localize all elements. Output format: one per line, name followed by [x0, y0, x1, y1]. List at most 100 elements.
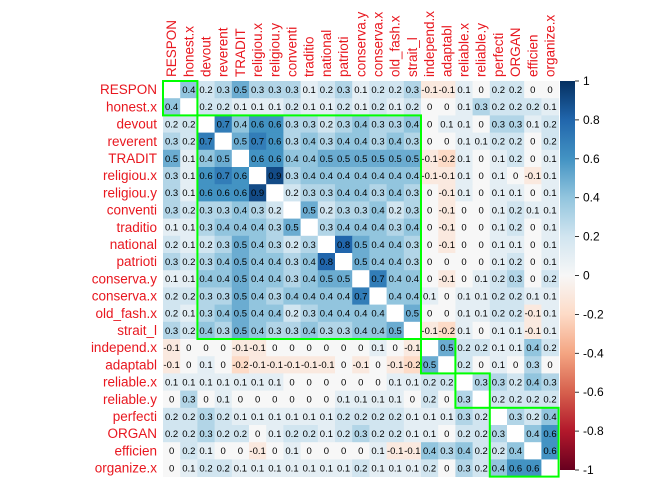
- row-label: religiou.y: [103, 185, 157, 200]
- cell-value: 0.3: [217, 85, 230, 96]
- heatmap-cell: [180, 407, 198, 426]
- cell-value: 0.3: [285, 326, 298, 337]
- heatmap-cell: [249, 287, 267, 305]
- heatmap-cell: [489, 218, 508, 237]
- cell-value: 0.2: [285, 188, 298, 199]
- cell-value: 0: [513, 360, 518, 371]
- cell-value: 0.8: [320, 257, 333, 268]
- cell-value: 0.2: [475, 446, 488, 457]
- cell-value: 0.1: [423, 412, 436, 423]
- cell-value: 0.1: [543, 188, 556, 199]
- heatmap-cell: [455, 356, 473, 374]
- heatmap-cell: [386, 287, 405, 305]
- heatmap-cell: [472, 304, 491, 323]
- column-labels: RESPON honest.x devout reverent TRADIT religi…: [164, 11, 557, 77]
- heatmap-cell: [317, 425, 336, 443]
- heatmap-cell-diagonal: [507, 425, 525, 443]
- cell-value: 0.1: [509, 188, 522, 199]
- heatmap-cell: [163, 390, 181, 409]
- heatmap-cell: [266, 235, 284, 254]
- heatmap-cell: [369, 390, 387, 409]
- heatmap-cell: [455, 321, 473, 340]
- heatmap-cell: [524, 425, 542, 443]
- heatmap-cell: [403, 270, 422, 288]
- cell-value: 0.3: [509, 412, 522, 423]
- cell-value: 0: [324, 377, 329, 388]
- heatmap-cell: [489, 115, 508, 133]
- heatmap-cell: [249, 149, 267, 168]
- heatmap-cell: [180, 321, 198, 340]
- cell-value: 0.3: [217, 326, 230, 337]
- heatmap-cell: [369, 167, 387, 185]
- column-label: religiou.y: [267, 23, 282, 77]
- heatmap-cell: [335, 184, 353, 202]
- heatmap-cell: [335, 304, 353, 323]
- heatmap-cell: [300, 167, 319, 185]
- heatmap-cell: [163, 132, 181, 151]
- heatmap-cell: [249, 115, 267, 133]
- cell-value: 0.3: [337, 205, 350, 216]
- cell-value: 0.2: [199, 463, 212, 474]
- heatmap-cell: [335, 235, 353, 254]
- heatmap-cell: [369, 218, 387, 237]
- heatmap-cell: [489, 304, 508, 323]
- heatmap-cell: [472, 373, 491, 391]
- heatmap-cell: [386, 356, 405, 374]
- cell-value: 0.4: [182, 85, 195, 96]
- heatmap-cell: [421, 407, 439, 426]
- cell-value: 0.1: [526, 119, 539, 130]
- cell-value: 0.2: [199, 240, 212, 251]
- heatmap-cell: [472, 407, 491, 426]
- heatmap-cell: [214, 287, 233, 305]
- cell-value: 0.5: [234, 274, 247, 285]
- heatmap-cell: [197, 218, 215, 237]
- heatmap-cell: [335, 270, 353, 288]
- heatmap-cell: [335, 218, 353, 237]
- heatmap-cell: [489, 339, 508, 357]
- legend-tick-label: -0.4: [583, 346, 604, 360]
- cell-value: 0.3: [457, 463, 470, 474]
- cell-value: 0.1: [406, 463, 419, 474]
- heatmap-cell: [524, 287, 542, 305]
- cell-value: 0: [393, 343, 398, 354]
- cell-value: 0.6: [543, 446, 556, 457]
- heatmap-cell-diagonal: [472, 390, 490, 408]
- cell-value: 0.1: [268, 377, 281, 388]
- heatmap-cell: [386, 218, 405, 237]
- cell-value: 0.1: [285, 446, 298, 457]
- cell-value: 0.2: [509, 154, 522, 165]
- heatmap-cell: [507, 356, 525, 374]
- row-label: reliable.x: [103, 375, 157, 390]
- cell-value: 0.4: [217, 257, 230, 268]
- heatmap-cell: [352, 201, 370, 219]
- heatmap-cell: [507, 390, 525, 409]
- cell-value: 0.3: [509, 119, 522, 130]
- cell-value: 0.2: [337, 412, 350, 423]
- cell-value: -0.1: [404, 446, 420, 457]
- heatmap-cell: [403, 373, 422, 391]
- cell-value: 0.4: [303, 154, 316, 165]
- cell-value: 0.4: [389, 240, 402, 251]
- cell-value: 0.2: [492, 446, 505, 457]
- column-label: TRADIT: [233, 28, 248, 77]
- cell-value: 0.4: [285, 291, 298, 302]
- heatmap-cell: [438, 184, 456, 202]
- cell-value: 0.3: [475, 377, 488, 388]
- heatmap-cell: [524, 132, 542, 151]
- heatmap-cell: [214, 425, 233, 443]
- heatmap-cell: [386, 167, 405, 185]
- heatmap-cell: [180, 167, 198, 185]
- heatmap-cell: [180, 390, 198, 409]
- heatmap-cell: [266, 98, 284, 116]
- heatmap-cell: [214, 304, 233, 323]
- cell-value: 0: [444, 463, 449, 474]
- cell-value: 0.5: [354, 240, 367, 251]
- heatmap-cell: [369, 270, 387, 288]
- heatmap-cell: [266, 407, 284, 426]
- cell-value: 0: [427, 257, 432, 268]
- heatmap-cell: [489, 81, 508, 99]
- heatmap-cell: [524, 304, 542, 323]
- cell-value: 0: [530, 85, 535, 96]
- heatmap-cell: [197, 184, 215, 202]
- cell-value: 0.3: [285, 137, 298, 148]
